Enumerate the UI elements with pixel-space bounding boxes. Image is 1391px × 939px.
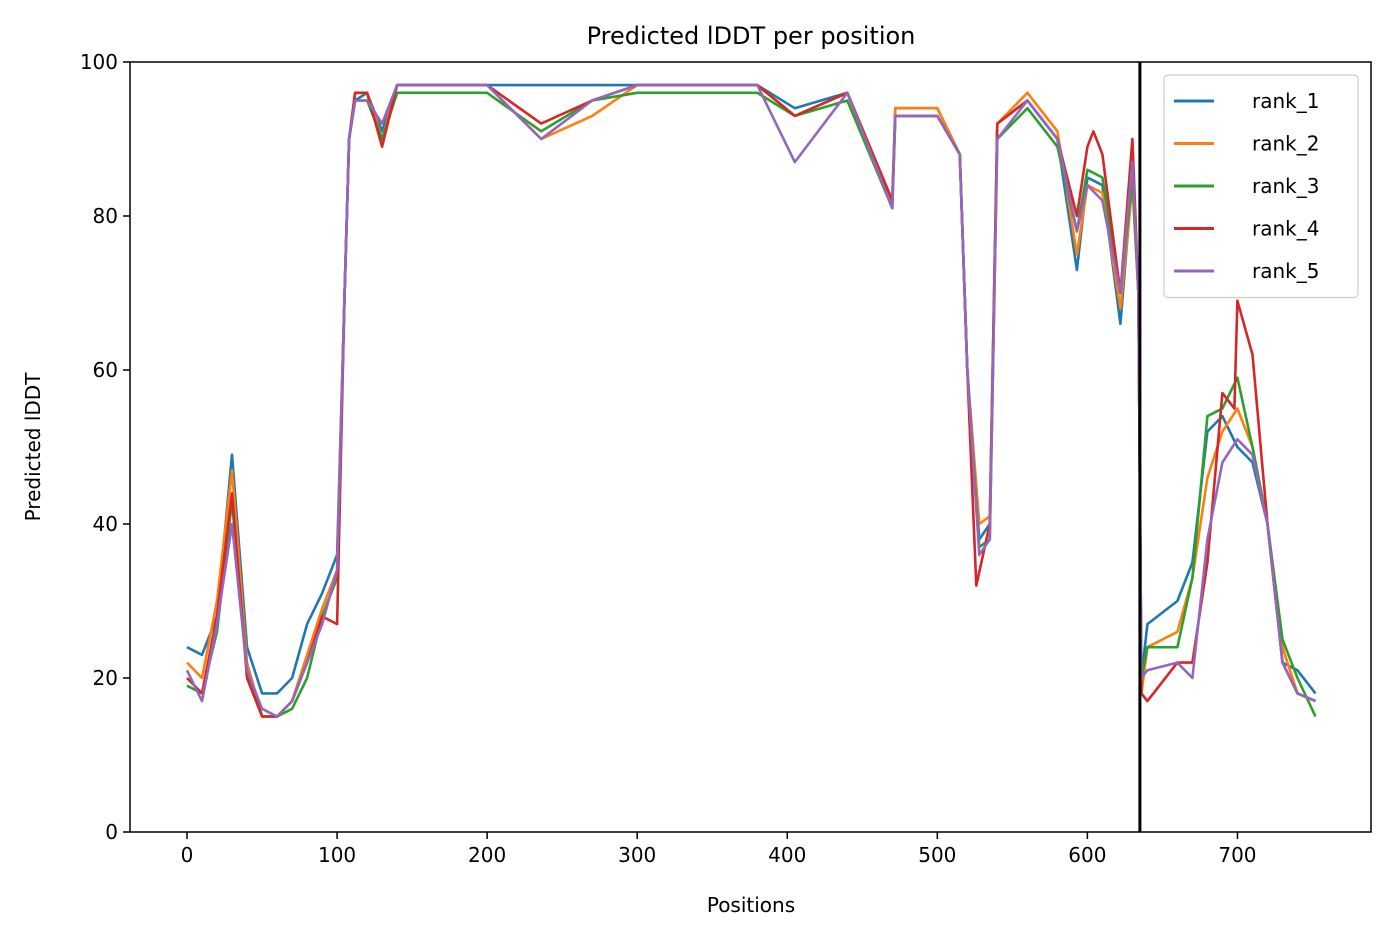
legend-label: rank_4 bbox=[1252, 217, 1319, 241]
legend-label: rank_2 bbox=[1252, 132, 1319, 156]
y-tick-label: 40 bbox=[93, 512, 118, 536]
y-tick-label: 80 bbox=[93, 204, 118, 228]
legend: rank_1 rank_2 rank_3 rank_4 rank_5 bbox=[1163, 74, 1359, 299]
series-line-rank-5 bbox=[185, 83, 1317, 718]
x-tick-label: 400 bbox=[768, 843, 806, 867]
x-tick-label: 300 bbox=[618, 843, 656, 867]
legend-label: rank_5 bbox=[1252, 259, 1319, 283]
x-tick-label: 600 bbox=[1068, 843, 1106, 867]
y-tick-label: 60 bbox=[93, 358, 118, 382]
legend-label: rank_3 bbox=[1252, 174, 1319, 198]
y-tick-label: 100 bbox=[80, 50, 118, 74]
x-tick-label: 500 bbox=[918, 843, 956, 867]
chart-title: Predicted lDDT per position bbox=[587, 22, 916, 50]
x-tick-label: 200 bbox=[468, 843, 506, 867]
x-tick-label: 0 bbox=[181, 843, 194, 867]
x-tick-label: 700 bbox=[1218, 843, 1256, 867]
y-tick-label: 0 bbox=[105, 820, 118, 844]
plot-lines bbox=[185, 83, 1317, 718]
legend-label: rank_1 bbox=[1252, 89, 1319, 113]
legend-box bbox=[1163, 74, 1359, 299]
y-tick-label: 20 bbox=[93, 666, 118, 690]
x-tick-label: 100 bbox=[318, 843, 356, 867]
y-axis-title: Predicted lDDT bbox=[21, 372, 45, 522]
x-axis-ticks: 0 100 200 300 400 500 600 700 bbox=[181, 832, 1257, 867]
y-axis-ticks: 0 20 40 60 80 100 bbox=[80, 50, 130, 844]
axes-frame bbox=[129, 61, 1372, 833]
x-axis-title: Positions bbox=[707, 893, 795, 917]
